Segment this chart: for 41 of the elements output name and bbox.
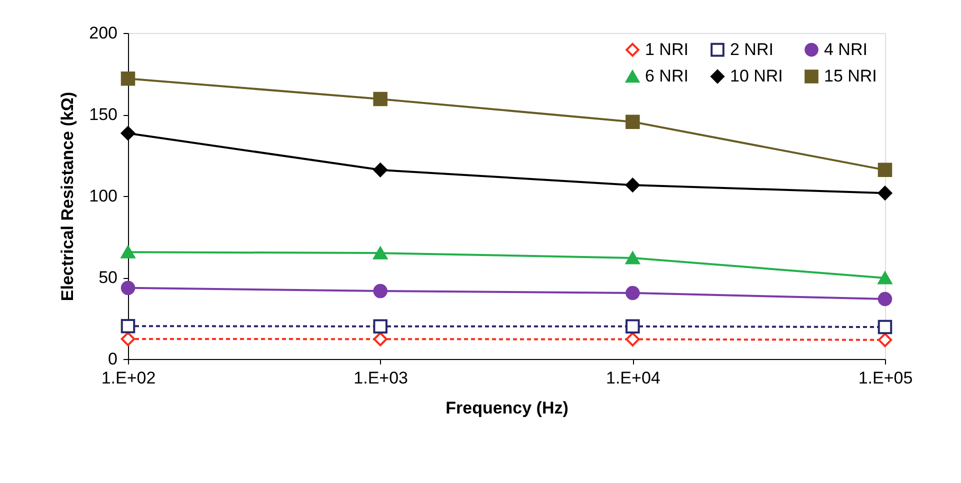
y-tick-label: 100 xyxy=(89,186,118,206)
x-tick-label: 1.E+05 xyxy=(858,368,913,388)
point xyxy=(120,246,136,258)
legend-label: 4 NRI xyxy=(824,40,868,59)
point xyxy=(120,280,136,296)
legend-label: 15 NRI xyxy=(824,66,877,86)
legend-label: 10 NRI xyxy=(730,66,783,86)
y-tick-label: 0 xyxy=(108,350,118,368)
point xyxy=(878,292,892,306)
point xyxy=(626,114,640,129)
point xyxy=(878,332,892,348)
point xyxy=(878,186,892,200)
legend-label: 2 NRI xyxy=(730,40,774,59)
point xyxy=(120,126,136,140)
point xyxy=(373,162,388,178)
point xyxy=(120,332,136,346)
point xyxy=(878,272,892,284)
point xyxy=(120,72,136,86)
point xyxy=(120,318,136,334)
y-axis-title: Electrical Resistance (kΩ) xyxy=(58,92,78,302)
point xyxy=(626,319,640,334)
x-tick-label: 1.E+02 xyxy=(101,368,156,388)
point xyxy=(373,92,388,106)
point xyxy=(373,332,388,346)
x-tick-label: 1.E+03 xyxy=(354,368,408,388)
y-tick-label: 50 xyxy=(98,268,118,287)
point xyxy=(626,332,640,346)
point xyxy=(626,252,640,264)
point xyxy=(373,284,388,298)
x-axis-title: Frequency (Hz) xyxy=(446,398,568,418)
point xyxy=(626,286,640,300)
point xyxy=(373,246,388,260)
x-tick-label: 1.E+04 xyxy=(606,368,660,388)
y-tick-label: 150 xyxy=(89,105,118,124)
point xyxy=(626,178,640,192)
point xyxy=(878,320,892,334)
point xyxy=(878,162,892,178)
legend-label: 1 NRI xyxy=(645,40,688,59)
point xyxy=(373,319,388,334)
legend-label: 6 NRI xyxy=(645,66,688,86)
y-tick-label: 200 xyxy=(89,24,118,42)
